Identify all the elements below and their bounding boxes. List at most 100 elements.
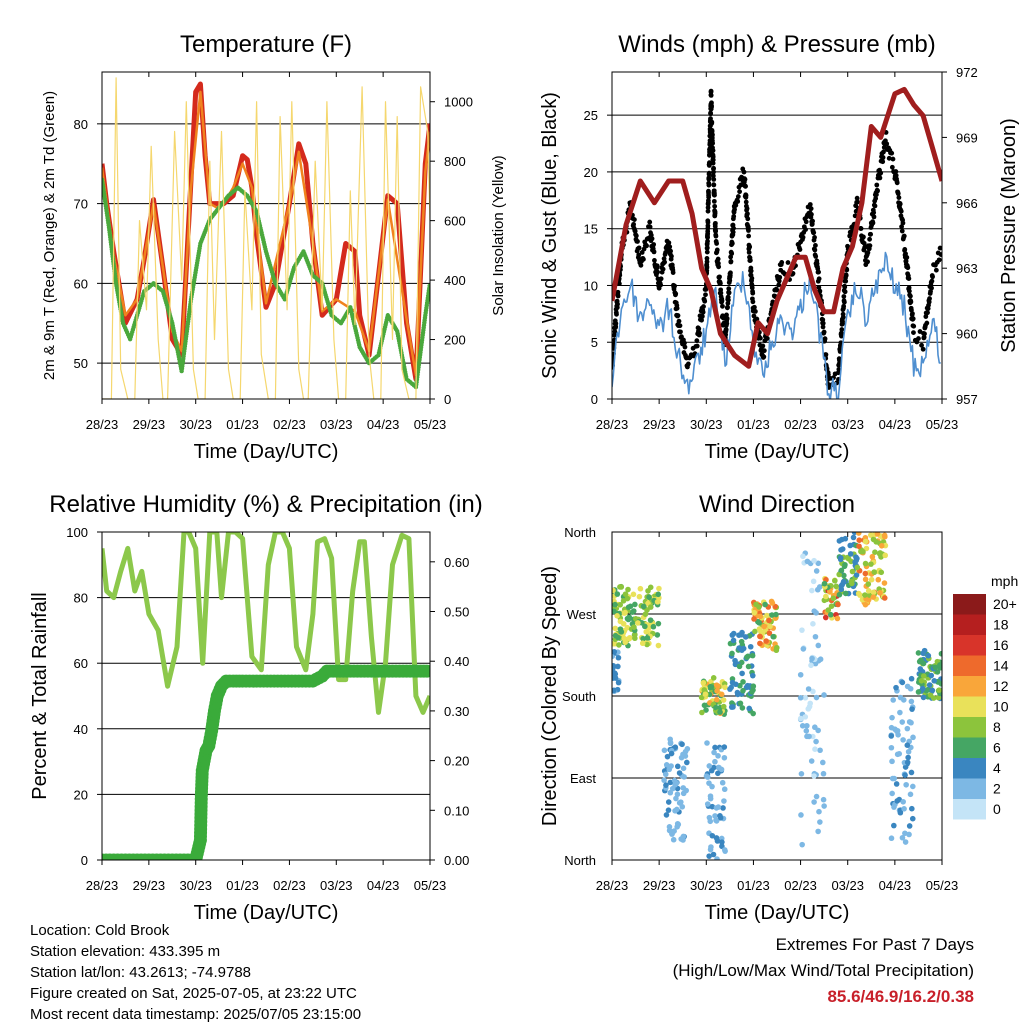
direction-point [867, 532, 874, 538]
series-point [747, 244, 753, 250]
y-tick-label: 80 [74, 591, 88, 606]
series-point [723, 327, 729, 333]
direction-point [749, 672, 756, 679]
direction-point [678, 799, 684, 805]
direction-point [674, 820, 681, 827]
direction-point [862, 570, 869, 577]
direction-point [747, 643, 754, 650]
direction-point [902, 764, 909, 770]
series-point [809, 211, 814, 217]
chart-temperature: Temperature (F) Time (Day/UTC) 2m & 9m T (… [41, 31, 507, 463]
series-point [649, 236, 655, 242]
direction-point [740, 687, 746, 694]
legend-swatch [953, 696, 986, 717]
direction-point [837, 555, 844, 561]
y-tick-label: 0 [81, 853, 88, 868]
direction-point [736, 645, 742, 651]
series-point [743, 192, 749, 198]
series-point [841, 299, 847, 305]
direction-point [847, 542, 854, 549]
series-point [714, 247, 720, 253]
x-tick-label: 05/23 [926, 417, 959, 432]
series-point [933, 267, 939, 273]
x-tick-label: 05/23 [926, 878, 959, 893]
direction-point [620, 598, 627, 604]
series-winds-1 [612, 251, 941, 399]
direction-cluster-3 [698, 675, 728, 717]
direction-point [620, 621, 627, 627]
series-point [724, 321, 730, 326]
direction-point [704, 801, 711, 807]
direction-point [819, 759, 826, 766]
direction-point [853, 554, 859, 560]
x-tick-label: 02/23 [273, 878, 306, 893]
x-axis-label: Time (Day/UTC) [705, 441, 850, 463]
direction-point [882, 533, 888, 540]
series-point [615, 301, 620, 307]
series-point [777, 274, 783, 280]
direction-point [766, 617, 772, 624]
direction-point [802, 714, 809, 720]
series-point [699, 317, 704, 323]
direction-point [936, 687, 942, 693]
direction-point [753, 601, 759, 608]
series-point [668, 248, 673, 254]
direction-point [646, 594, 652, 601]
series-point [874, 182, 880, 188]
direction-point [752, 628, 758, 635]
series-point [841, 303, 847, 309]
series-point [706, 194, 712, 200]
series-point [861, 234, 866, 240]
direction-point [650, 623, 657, 630]
direction-point [655, 591, 662, 598]
direction-point [844, 554, 851, 561]
series-point [711, 169, 716, 175]
series-point [669, 253, 674, 259]
direction-point [612, 587, 616, 594]
direction-point [713, 704, 719, 711]
direction-point [908, 769, 915, 776]
x-axis-label: Time (Day/UTC) [194, 441, 339, 463]
direction-point [698, 694, 705, 701]
direction-point [875, 576, 882, 583]
series-point [710, 132, 715, 138]
direction-point [750, 710, 756, 717]
direction-point [615, 679, 622, 686]
y-axis-label: Direction (Colored By Speed) [539, 566, 561, 826]
direction-point [654, 632, 661, 638]
direction-point [809, 587, 815, 594]
direction-cluster-8 [821, 575, 841, 622]
y-tick-label: 10 [584, 278, 598, 293]
direction-point [929, 687, 936, 694]
direction-point [669, 785, 676, 792]
station-elevation: Station elevation: 433.395 m [30, 943, 221, 960]
station-latlon: Station lat/lon: 43.2613; -74.9788 [30, 964, 252, 981]
series-point [813, 253, 819, 259]
series-point [820, 320, 826, 326]
direction-point [815, 642, 822, 649]
direction-point [937, 662, 942, 668]
direction-point [862, 538, 869, 545]
series-point [840, 321, 846, 327]
direction-point [757, 633, 763, 640]
series-point [839, 327, 845, 332]
direction-point [704, 740, 710, 746]
direction-point [862, 560, 869, 567]
series-point [712, 220, 718, 226]
series-point [840, 314, 846, 320]
direction-point [618, 629, 625, 635]
direction-point [664, 753, 671, 760]
direction-point [740, 679, 746, 685]
direction-point [612, 625, 619, 632]
legend-label: 14 [993, 658, 1009, 674]
direction-point [714, 856, 720, 860]
direction-point [666, 827, 673, 834]
series-line [102, 532, 430, 715]
direction-point [908, 675, 915, 682]
series-point [678, 329, 683, 335]
series-point [675, 313, 681, 318]
series-point [816, 269, 821, 275]
direction-point [680, 790, 687, 797]
direction-cluster-10 [854, 532, 889, 608]
chart-title: Winds (mph) & Pressure (mb) [618, 31, 935, 58]
